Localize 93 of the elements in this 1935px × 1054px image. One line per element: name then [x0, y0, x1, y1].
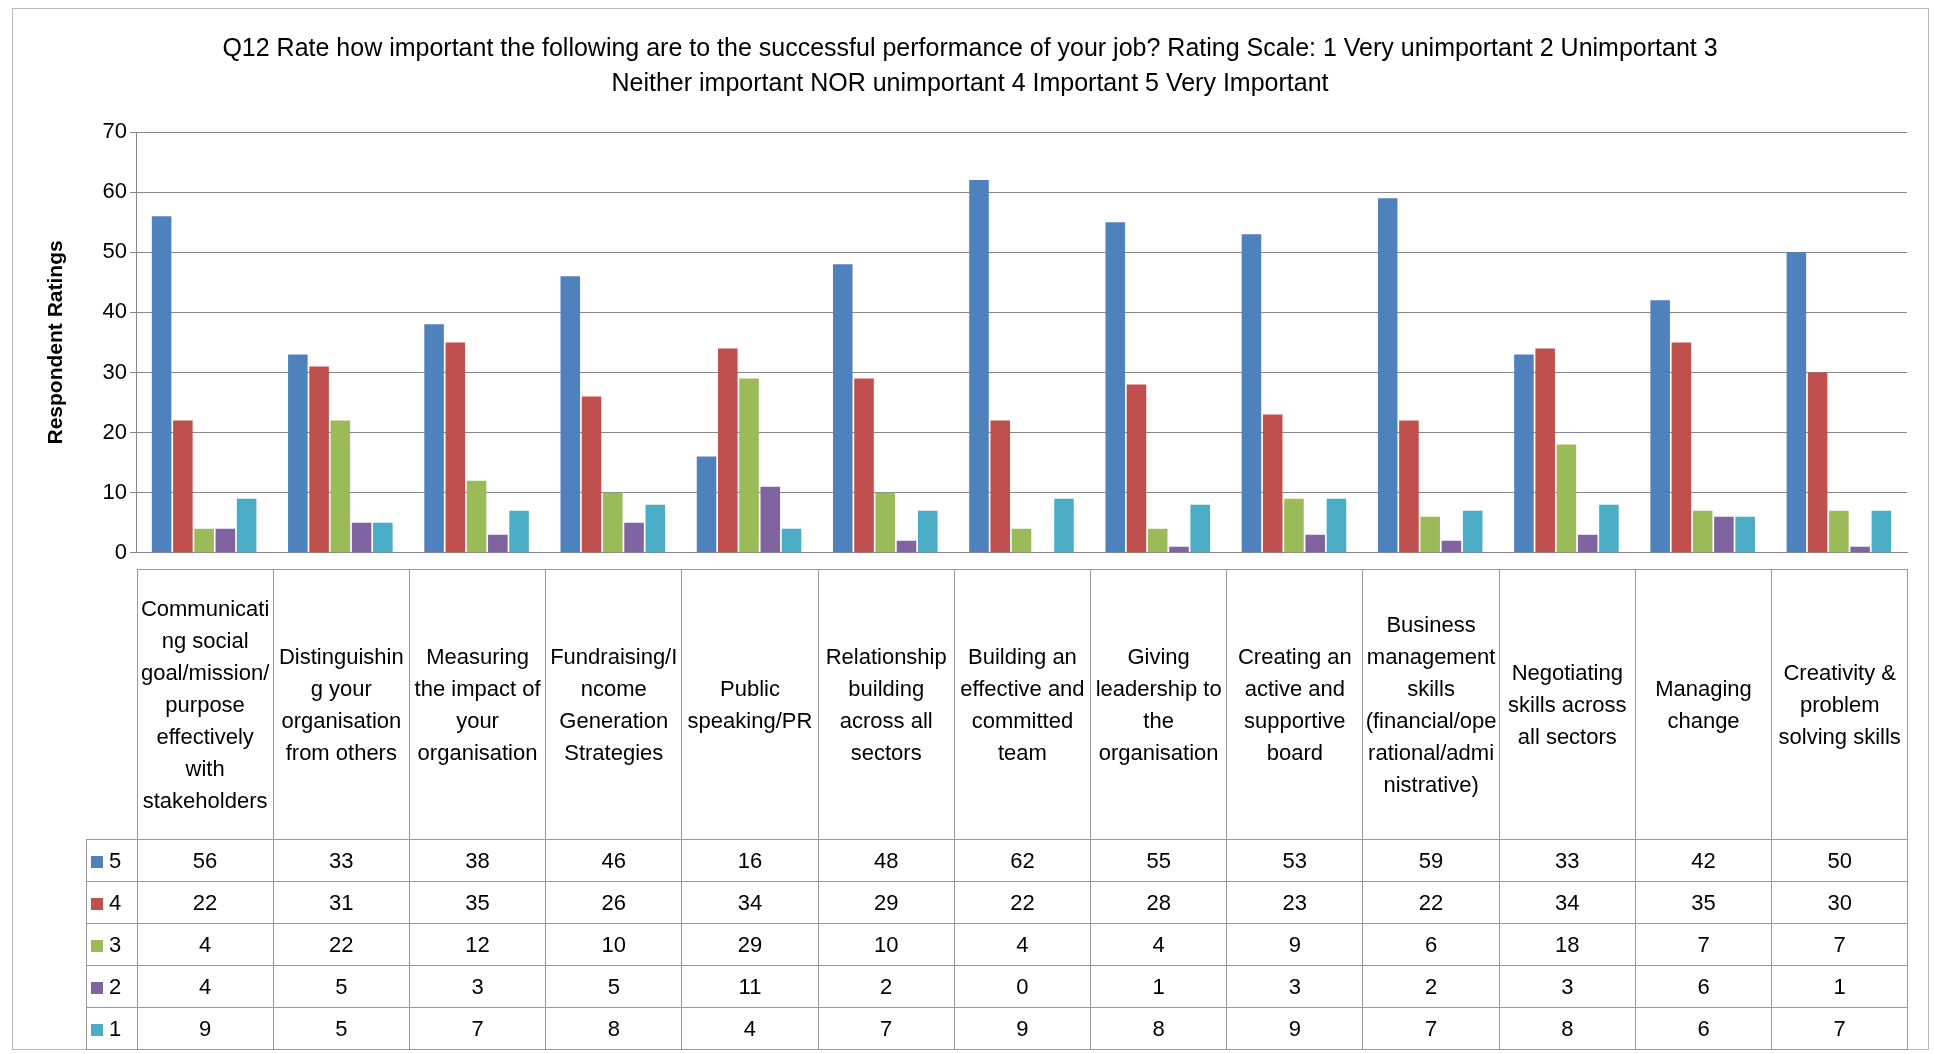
data-label: 4 — [137, 923, 274, 966]
data-label: 9 — [137, 1007, 274, 1050]
x-tick-label: Fundraising/Income Generation Strategies — [545, 569, 682, 840]
data-label: 4 — [1090, 923, 1227, 966]
data-label: 29 — [818, 881, 955, 924]
data-label: 7 — [409, 1007, 546, 1050]
data-label: 2 — [1362, 965, 1500, 1008]
chart-title: Q12 Rate how important the following are to the successful performance of your job? Rating Scale: 1 Very unimportant 2 Unimportant 3 Neither important NOR unimportant 4 Important 5 Very Important — [221, 32, 1719, 98]
y-tick-label: 60 — [102, 178, 127, 204]
data-label: 3 — [1226, 965, 1363, 1008]
data-label: 35 — [1635, 881, 1772, 924]
data-label: 0 — [954, 965, 1091, 1008]
data-label: 7 — [1635, 923, 1772, 966]
data-label: 33 — [1499, 839, 1636, 882]
y-tick-label: 0 — [114, 538, 127, 564]
data-label: 9 — [954, 1007, 1091, 1050]
data-label: 5 — [545, 965, 682, 1008]
x-tick-label: Communicating social goal/mission/purpose effectively with stakeholders — [137, 569, 274, 840]
data-label: 4 — [954, 923, 1091, 966]
x-tick-label: Relationship building across all sectors — [818, 569, 955, 840]
y-tick-label: 50 — [102, 238, 127, 264]
data-label: 22 — [273, 923, 410, 966]
x-tick-label: Negotiating skills across all sectors — [1499, 569, 1636, 840]
x-tick-label: Building an effective and committed team — [954, 569, 1091, 840]
data-label: 11 — [681, 965, 819, 1008]
data-label: 7 — [818, 1007, 955, 1050]
data-label: 5 — [273, 965, 410, 1008]
data-label: 5 — [273, 1007, 410, 1050]
data-label: 26 — [545, 881, 682, 924]
data-label: 22 — [1362, 881, 1500, 924]
y-tick-label: 30 — [102, 358, 127, 384]
data-label: 18 — [1499, 923, 1636, 966]
data-label: 28 — [1090, 881, 1227, 924]
data-label: 48 — [818, 839, 955, 882]
data-label: 6 — [1635, 965, 1772, 1008]
data-label: 12 — [409, 923, 546, 966]
legend-label: 3 — [109, 931, 122, 957]
x-tick-label: Public speaking/PR — [681, 569, 819, 840]
data-label: 38 — [409, 839, 546, 882]
data-label: 50 — [1771, 839, 1908, 882]
data-label: 29 — [681, 923, 819, 966]
legend-label: 5 — [109, 847, 122, 873]
data-label: 3 — [1499, 965, 1636, 1008]
data-label: 22 — [954, 881, 1091, 924]
data-label: 30 — [1771, 881, 1908, 924]
x-tick-label: Creating an active and supportive board — [1226, 569, 1363, 840]
data-label: 22 — [137, 881, 274, 924]
data-label: 2 — [818, 965, 955, 1008]
data-label: 33 — [273, 839, 410, 882]
y-tick-label: 20 — [102, 418, 127, 444]
data-label: 56 — [137, 839, 274, 882]
data-label: 23 — [1226, 881, 1363, 924]
data-label: 55 — [1090, 839, 1227, 882]
data-label: 16 — [681, 839, 819, 882]
data-label: 6 — [1635, 1007, 1772, 1050]
data-label: 6 — [1362, 923, 1500, 966]
data-label: 1 — [1090, 965, 1227, 1008]
legend-label: 2 — [109, 973, 122, 999]
data-label: 10 — [818, 923, 955, 966]
data-label: 59 — [1362, 839, 1500, 882]
x-tick-label: Business management skills (financial/operational/administrative) — [1362, 569, 1500, 840]
data-label: 35 — [409, 881, 546, 924]
data-label: 8 — [545, 1007, 682, 1050]
x-tick-label: Creativity & problem solving skills — [1771, 569, 1908, 840]
x-tick-label: Measuring the impact of your organisation — [409, 569, 546, 840]
data-label: 8 — [1090, 1007, 1227, 1050]
data-label: 9 — [1226, 1007, 1363, 1050]
data-label: 46 — [545, 839, 682, 882]
x-tick-label: Distinguishing your organisation from others — [273, 569, 410, 840]
data-label: 34 — [1499, 881, 1636, 924]
y-tick-label: 70 — [102, 118, 127, 144]
data-label: 7 — [1362, 1007, 1500, 1050]
data-label: 31 — [273, 881, 410, 924]
data-label: 62 — [954, 839, 1091, 882]
y-axis-title: Respondent Ratings — [43, 240, 67, 445]
data-label: 1 — [1771, 965, 1908, 1008]
data-label: 34 — [681, 881, 819, 924]
data-label: 3 — [409, 965, 546, 1008]
data-label: 42 — [1635, 839, 1772, 882]
data-label: 53 — [1226, 839, 1363, 882]
data-label: 4 — [137, 965, 274, 1008]
data-label: 4 — [681, 1007, 819, 1050]
x-tick-label: Managing change — [1635, 569, 1772, 840]
x-tick-label: Giving leadership to the organisation — [1090, 569, 1227, 840]
data-label: 8 — [1499, 1007, 1636, 1050]
legend-label: 4 — [109, 889, 122, 915]
data-label: 7 — [1771, 923, 1908, 966]
y-tick-label: 10 — [102, 478, 127, 504]
y-tick-label: 40 — [102, 298, 127, 324]
data-label: 10 — [545, 923, 682, 966]
data-label: 9 — [1226, 923, 1363, 966]
legend-label: 1 — [109, 1015, 122, 1041]
data-label: 7 — [1771, 1007, 1908, 1050]
